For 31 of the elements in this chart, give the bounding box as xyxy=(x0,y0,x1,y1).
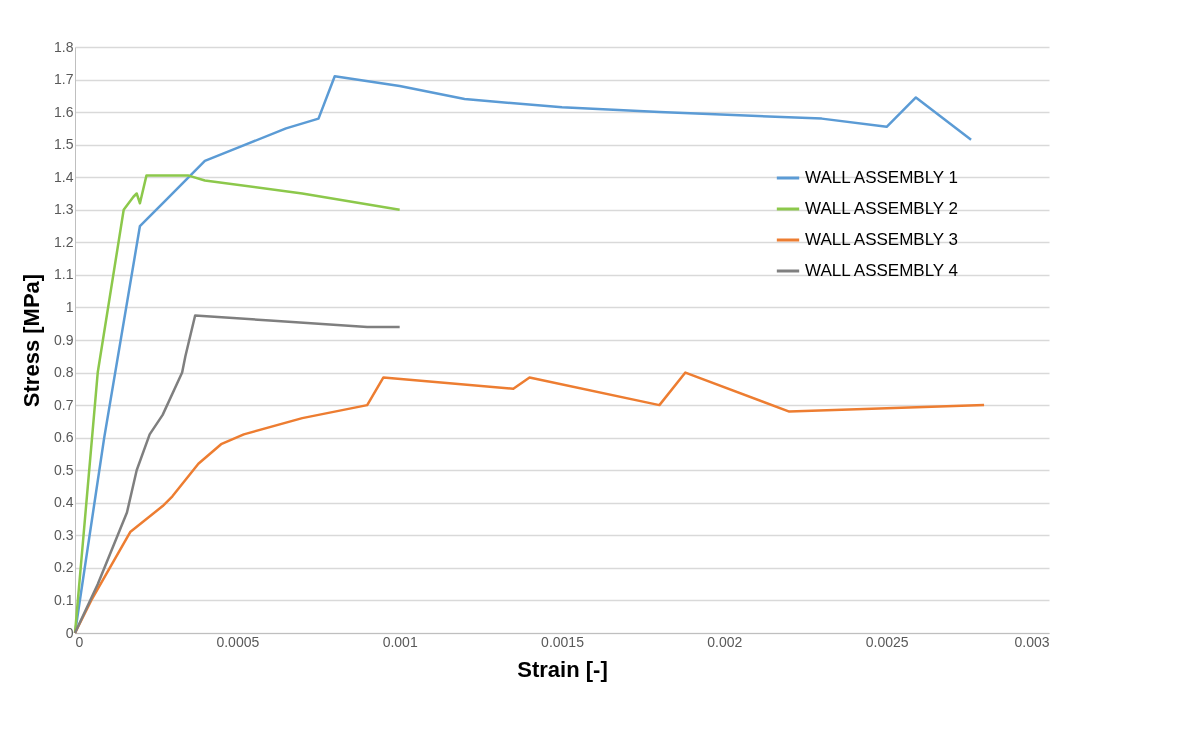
y-tick-label: 1.8 xyxy=(54,38,74,55)
y-tick-label: 0.1 xyxy=(54,591,74,608)
y-tick-label: 0.7 xyxy=(54,396,74,413)
x-tick-label: 0.0025 xyxy=(865,633,909,650)
y-axis-title: Stress [MPa] xyxy=(19,273,45,408)
x-tick-label: 0.001 xyxy=(382,633,418,650)
y-tick-label: 0.3 xyxy=(54,526,74,543)
y-tick-label: 1.2 xyxy=(54,233,74,250)
y-tick-label: 0.6 xyxy=(54,429,74,446)
legend-label: WALL ASSEMBLY 4 xyxy=(805,261,959,280)
legend-label: WALL ASSEMBLY 3 xyxy=(805,230,959,249)
y-tick-label: 1.1 xyxy=(54,266,74,283)
y-tick-label: 1 xyxy=(65,298,74,315)
x-tick-label: 0.0015 xyxy=(541,633,585,650)
y-tick-label: 1.6 xyxy=(54,103,74,120)
legend-label: WALL ASSEMBLY 1 xyxy=(805,168,959,187)
y-tick-label: 0.4 xyxy=(54,494,74,511)
x-tick-label: 0.003 xyxy=(1014,633,1050,650)
line-series xyxy=(73,314,401,635)
y-tick-label: 0.8 xyxy=(54,364,74,381)
x-tick-label: 0.0005 xyxy=(216,633,260,650)
y-tick-label: 0.9 xyxy=(54,331,74,348)
y-tick-label: 0.2 xyxy=(54,559,74,576)
x-tick-label: 0.002 xyxy=(707,633,743,650)
legend-label: WALL ASSEMBLY 2 xyxy=(805,199,959,218)
y-tick-label: 1.5 xyxy=(54,136,74,153)
y-tick-label: 1.3 xyxy=(54,201,74,218)
y-tick-label: 1.7 xyxy=(54,71,74,88)
y-tick-label: 1.4 xyxy=(54,168,74,185)
y-tick-label: 0.5 xyxy=(54,461,74,478)
x-axis-title: Strain [-] xyxy=(517,656,608,682)
